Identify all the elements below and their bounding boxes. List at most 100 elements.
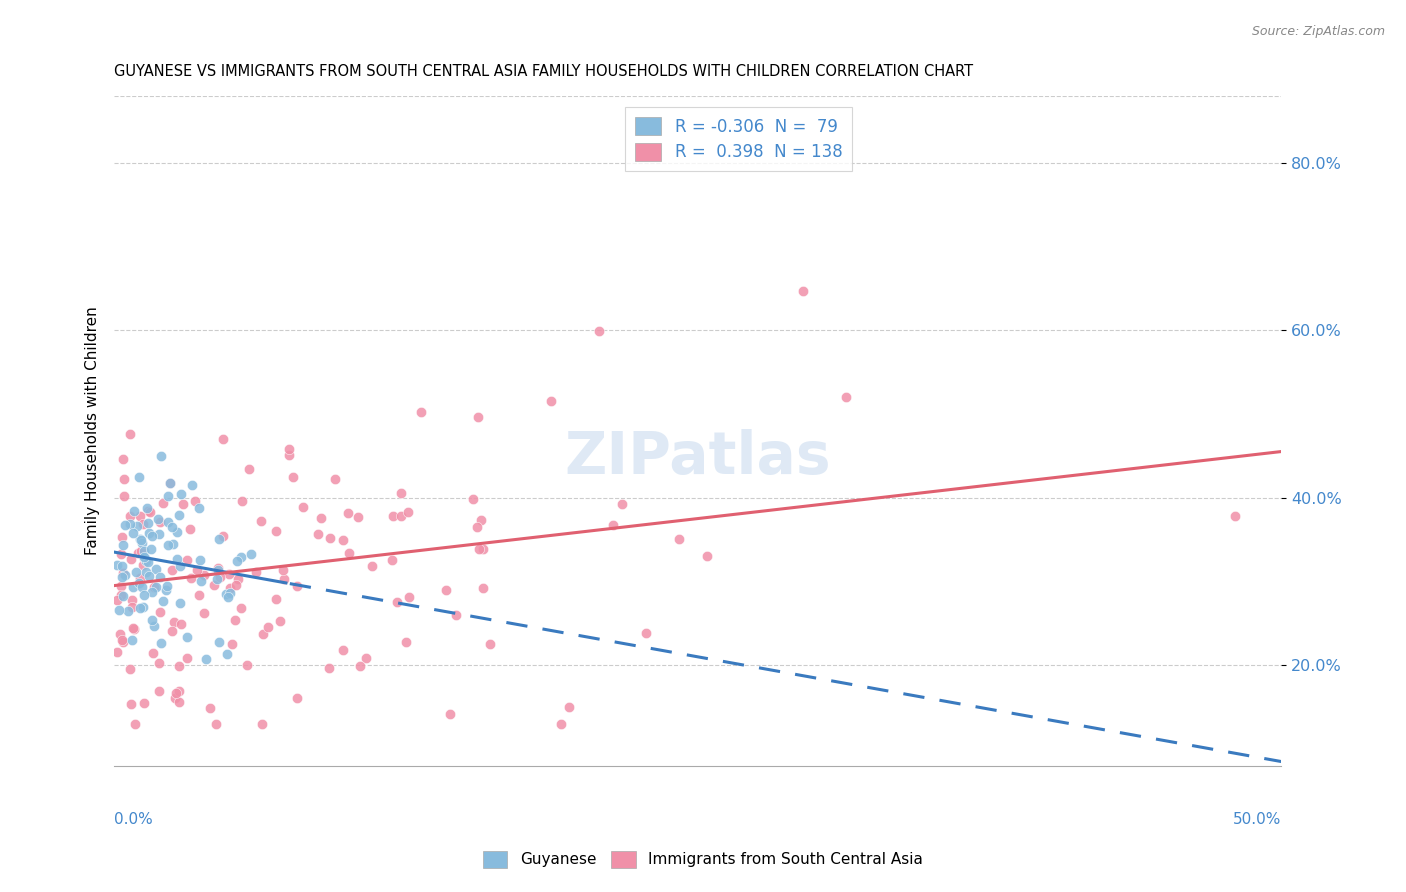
- Point: [395, 634, 418, 648]
- Point: [188, 553, 211, 567]
- Y-axis label: Family Households with Children: Family Households with Children: [86, 306, 100, 555]
- Point: [273, 572, 295, 586]
- Point: [269, 614, 291, 628]
- Point: [143, 619, 166, 633]
- Point: [136, 516, 159, 531]
- Point: [139, 541, 162, 556]
- Point: [478, 637, 501, 651]
- Text: 50.0%: 50.0%: [1233, 812, 1281, 827]
- Point: [281, 470, 304, 484]
- Point: [472, 581, 495, 595]
- Point: [186, 563, 208, 577]
- Point: [208, 532, 231, 546]
- Point: [467, 410, 489, 425]
- Point: [271, 563, 294, 577]
- Point: [131, 558, 153, 572]
- Point: [112, 489, 135, 503]
- Point: [121, 621, 143, 635]
- Point: [148, 683, 170, 698]
- Point: [207, 561, 229, 575]
- Point: [124, 716, 146, 731]
- Point: [135, 565, 157, 579]
- Point: [139, 505, 162, 519]
- Point: [112, 452, 135, 467]
- Point: [148, 657, 170, 671]
- Point: [266, 524, 288, 539]
- Point: [287, 579, 309, 593]
- Point: [380, 553, 402, 567]
- Point: [160, 563, 183, 577]
- Point: [108, 603, 131, 617]
- Point: [149, 570, 172, 584]
- Point: [120, 697, 142, 711]
- Point: [398, 590, 420, 604]
- Point: [108, 627, 131, 641]
- Legend: R = -0.306  N =  79, R =  0.398  N = 138: R = -0.306 N = 79, R = 0.398 N = 138: [624, 107, 852, 171]
- Point: [141, 614, 163, 628]
- Point: [163, 691, 186, 706]
- Point: [114, 517, 136, 532]
- Point: [159, 475, 181, 490]
- Point: [110, 579, 132, 593]
- Point: [208, 634, 231, 648]
- Point: [156, 538, 179, 552]
- Point: [167, 684, 190, 698]
- Point: [221, 637, 243, 651]
- Point: [180, 571, 202, 585]
- Point: [132, 550, 155, 565]
- Point: [152, 495, 174, 509]
- Point: [238, 461, 260, 475]
- Point: [396, 505, 419, 519]
- Point: [105, 558, 128, 573]
- Point: [112, 589, 135, 603]
- Point: [239, 547, 262, 561]
- Point: [217, 590, 239, 604]
- Point: [229, 600, 252, 615]
- Point: [207, 563, 229, 577]
- Point: [214, 587, 236, 601]
- Point: [550, 716, 572, 731]
- Point: [142, 646, 165, 660]
- Point: [159, 476, 181, 491]
- Point: [225, 578, 247, 592]
- Point: [131, 580, 153, 594]
- Point: [179, 522, 201, 536]
- Point: [256, 620, 278, 634]
- Text: ZIPatlas: ZIPatlas: [564, 429, 831, 486]
- Point: [387, 595, 409, 609]
- Point: [204, 716, 226, 731]
- Point: [558, 699, 581, 714]
- Point: [309, 510, 332, 524]
- Point: [129, 571, 152, 585]
- Point: [389, 486, 412, 500]
- Point: [470, 513, 492, 527]
- Point: [169, 596, 191, 610]
- Point: [217, 648, 239, 662]
- Point: [349, 658, 371, 673]
- Point: [128, 575, 150, 590]
- Point: [337, 506, 360, 520]
- Point: [588, 324, 610, 338]
- Point: [166, 552, 188, 566]
- Point: [152, 593, 174, 607]
- Point: [792, 284, 814, 298]
- Point: [347, 509, 370, 524]
- Point: [145, 562, 167, 576]
- Point: [291, 500, 314, 514]
- Point: [141, 529, 163, 543]
- Point: [212, 529, 235, 543]
- Point: [132, 517, 155, 532]
- Point: [389, 508, 412, 523]
- Point: [634, 626, 657, 640]
- Point: [285, 690, 308, 705]
- Point: [111, 538, 134, 552]
- Point: [188, 589, 211, 603]
- Point: [252, 626, 274, 640]
- Point: [318, 531, 340, 545]
- Point: [110, 548, 132, 562]
- Point: [118, 427, 141, 442]
- Point: [138, 526, 160, 541]
- Point: [472, 541, 495, 556]
- Point: [318, 660, 340, 674]
- Point: [122, 526, 145, 541]
